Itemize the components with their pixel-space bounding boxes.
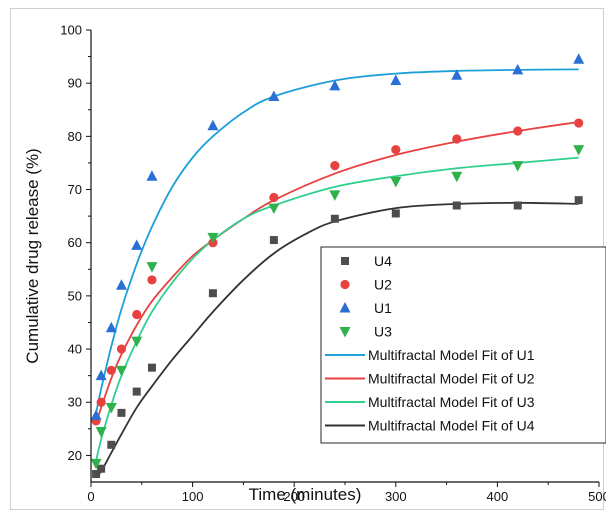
data-point-u3 xyxy=(95,426,107,438)
legend-label: Multifractal Model Fit of U3 xyxy=(368,394,535,410)
y-axis-title: Cumulative drug release (%) xyxy=(23,148,42,363)
data-point-u1 xyxy=(390,74,402,86)
data-point-u1 xyxy=(115,279,127,290)
x-axis-title: Time (minutes) xyxy=(249,485,362,504)
x-tick-label: 200 xyxy=(283,489,305,504)
data-point-u4 xyxy=(208,289,217,298)
data-point-u4 xyxy=(97,464,106,473)
data-point-u3 xyxy=(268,203,280,215)
legend-label: Multifractal Model Fit of U2 xyxy=(368,371,535,387)
data-point-u3 xyxy=(90,458,102,470)
data-point-u2 xyxy=(269,192,279,203)
y-tick-label: 100 xyxy=(60,23,82,38)
data-point-u3 xyxy=(207,232,219,244)
fit-line-1 xyxy=(95,68,579,414)
data-point-u4 xyxy=(147,363,156,372)
y-tick-label: 70 xyxy=(68,182,82,197)
y-tick-label: 50 xyxy=(68,288,82,303)
data-point-u1 xyxy=(207,119,219,131)
data-point-u4 xyxy=(452,201,461,210)
legend-label: U3 xyxy=(374,324,392,340)
data-point-u2 xyxy=(452,134,462,144)
y-tick-label: 40 xyxy=(68,342,82,357)
data-point-u1 xyxy=(95,369,107,381)
x-tick-label: 0 xyxy=(87,489,94,504)
data-point-u4 xyxy=(269,236,278,245)
data-point-u3 xyxy=(451,171,463,183)
data-point-u2 xyxy=(391,145,401,155)
data-point-u3 xyxy=(390,177,402,188)
x-tick-label: 500 xyxy=(588,489,606,504)
data-point-u2 xyxy=(116,344,127,354)
data-point-u1 xyxy=(146,170,158,181)
data-point-u4 xyxy=(574,196,583,205)
fit-line-3 xyxy=(95,156,579,461)
data-point-u4 xyxy=(92,470,101,479)
data-point-u2 xyxy=(96,397,106,407)
data-point-u1 xyxy=(268,90,280,101)
data-point-u2 xyxy=(574,118,584,128)
data-point-u3 xyxy=(105,403,117,414)
data-point-u2 xyxy=(132,309,142,320)
data-point-u4 xyxy=(117,408,126,417)
legend-marker-u2 xyxy=(340,279,350,290)
y-tick-label: 90 xyxy=(68,76,82,91)
data-point-u3 xyxy=(146,262,158,273)
data-point-u3 xyxy=(115,365,127,377)
data-point-u2 xyxy=(513,126,523,136)
data-point-u1 xyxy=(329,79,341,91)
data-point-u1 xyxy=(573,53,585,64)
x-tick-label: 100 xyxy=(182,489,204,504)
data-point-u4 xyxy=(391,209,400,218)
y-tick-label: 30 xyxy=(68,395,82,410)
fit-line-4 xyxy=(95,201,579,478)
data-point-u1 xyxy=(451,69,463,80)
legend-label: Multifractal Model Fit of U1 xyxy=(368,347,535,363)
legend-label: U2 xyxy=(374,277,392,293)
data-point-u4 xyxy=(513,201,522,210)
legend-marker-u1 xyxy=(339,302,351,313)
legend-marker-u3 xyxy=(339,327,351,338)
data-point-u2 xyxy=(147,275,157,285)
legend: U4 U2 U1 U3 Multifractal Model Fit of U1 Mult… xyxy=(320,246,606,444)
legend-label: Multifractal Model Fit of U4 xyxy=(368,418,535,434)
y-tick-label: 80 xyxy=(68,129,82,144)
data-point-u2 xyxy=(106,365,116,375)
legend-box xyxy=(320,246,606,444)
legend-marker-u4 xyxy=(341,257,349,265)
y-tick-label: 60 xyxy=(68,235,82,250)
data-point-u3 xyxy=(512,161,524,172)
data-point-u3 xyxy=(131,336,143,348)
y-tick-label: 20 xyxy=(68,448,82,463)
x-tick-label: 300 xyxy=(385,489,407,504)
data-point-u4 xyxy=(132,387,141,396)
legend-label: U1 xyxy=(374,300,392,316)
data-point-u3 xyxy=(329,190,341,201)
legend-label: U4 xyxy=(374,253,392,269)
x-tick-label: 400 xyxy=(487,489,509,504)
data-point-u1 xyxy=(90,409,102,421)
data-point-u1 xyxy=(131,239,143,250)
data-point-u3 xyxy=(573,145,585,156)
data-point-u1 xyxy=(105,321,117,333)
data-point-u4 xyxy=(107,440,116,449)
data-point-u4 xyxy=(330,214,339,223)
data-point-u2 xyxy=(330,161,340,171)
data-point-u1 xyxy=(512,63,524,75)
